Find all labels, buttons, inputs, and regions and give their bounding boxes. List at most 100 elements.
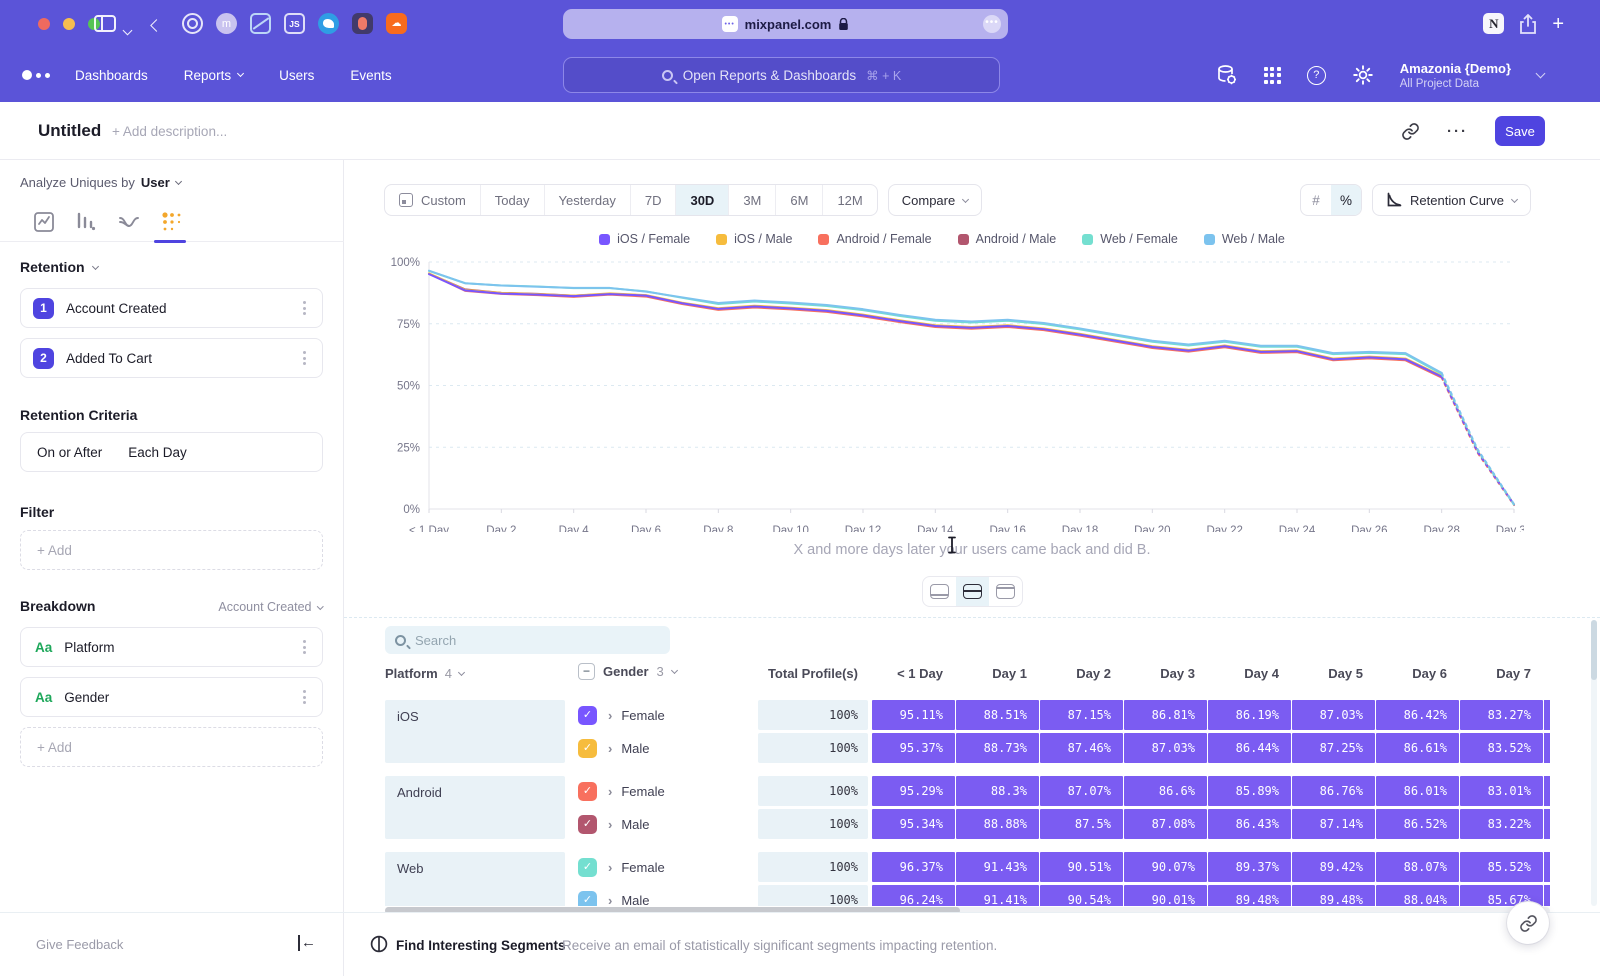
retention-value-cell[interactable]: 95.34% [872, 809, 955, 839]
table-search[interactable]: Search [385, 626, 670, 654]
format-absolute[interactable]: # [1301, 185, 1331, 215]
nav-users[interactable]: Users [279, 68, 314, 83]
retention-value-cell[interactable]: 86.42% [1376, 700, 1459, 730]
retention-step-card-1[interactable]: 1 Account Created [20, 288, 323, 328]
gender-checkbox[interactable]: ✓ [578, 706, 597, 725]
format-percent[interactable]: % [1331, 185, 1361, 215]
retention-value-cell[interactable]: 88.3% [956, 776, 1039, 806]
range-3m[interactable]: 3M [728, 185, 775, 215]
retention-value-cell[interactable]: 96.24% [872, 885, 955, 906]
range-yesterday[interactable]: Yesterday [544, 185, 630, 215]
collapse-sidebar-icon[interactable]: ← [298, 935, 316, 951]
range-custom[interactable]: Custom [385, 185, 480, 215]
gender-cell[interactable]: ✓›Female [578, 776, 748, 806]
indeterminate-checkbox[interactable]: − [578, 663, 595, 680]
retention-value-cell[interactable]: 91.41% [956, 885, 1039, 906]
retention-value-cell[interactable]: 83.52% [1460, 733, 1543, 763]
chart-caption[interactable]: X and more days later your users came ba… [344, 542, 1600, 558]
extension-cube-icon[interactable] [250, 13, 271, 34]
browser-sidebar-icon[interactable] [94, 15, 116, 32]
chart-type-button[interactable]: Retention Curve [1372, 184, 1531, 216]
column-platform[interactable]: Platform 4 [385, 666, 464, 681]
column-day-6[interactable]: Day 6 [1376, 666, 1459, 681]
close-window-button[interactable] [38, 18, 50, 30]
minimize-window-button[interactable] [63, 18, 75, 30]
retention-value-cell[interactable]: 86.52% [1376, 809, 1459, 839]
range-12m[interactable]: 12M [822, 185, 876, 215]
retention-value-cell[interactable]: 88.88% [956, 809, 1039, 839]
retention-value-cell[interactable]: 95.11% [872, 700, 955, 730]
extension-m-icon[interactable]: m [216, 13, 237, 34]
retention-value-cell[interactable]: 86.61% [1376, 733, 1459, 763]
extension-target-icon[interactable] [182, 13, 203, 34]
notion-extension-icon[interactable]: N [1483, 13, 1504, 34]
retention-value-cell[interactable]: 86.01% [1376, 776, 1459, 806]
retention-value-cell[interactable]: 87.14% [1292, 809, 1375, 839]
retention-value-cell[interactable]: 89.48% [1208, 885, 1291, 906]
breakdown-card-platform[interactable]: Aa Platform [20, 627, 323, 667]
retention-value-cell[interactable]: 86.19% [1208, 700, 1291, 730]
report-title[interactable]: Untitled [38, 121, 101, 141]
retention-value-cell[interactable]: 88.51% [956, 700, 1039, 730]
expand-chevron-icon[interactable]: › [608, 893, 612, 907]
range-30d[interactable]: 30D [675, 185, 728, 215]
new-tab-icon[interactable]: + [1552, 14, 1564, 34]
range-6m[interactable]: 6M [775, 185, 822, 215]
legend-item[interactable]: Web / Female [1082, 232, 1178, 246]
extension-password-icon[interactable] [352, 13, 373, 34]
apps-grid-icon[interactable] [1264, 67, 1281, 84]
save-button[interactable]: Save [1495, 116, 1545, 146]
tab-insights-icon[interactable] [32, 210, 56, 234]
extension-soundcloud-icon[interactable]: ☁ [386, 13, 407, 34]
retention-value-cell[interactable]: 88.04% [1376, 885, 1459, 906]
retention-value-cell[interactable]: 87.46% [1040, 733, 1123, 763]
retention-value-cell[interactable]: 86.43% [1208, 809, 1291, 839]
legend-item[interactable]: iOS / Male [716, 232, 792, 246]
retention-value-cell[interactable]: 90.01% [1124, 885, 1207, 906]
retention-value-cell[interactable]: 86.81% [1124, 700, 1207, 730]
back-icon[interactable] [152, 17, 161, 35]
column-day-7[interactable]: Day 7 [1460, 666, 1543, 681]
copy-link-icon[interactable] [1401, 122, 1420, 141]
range-7d[interactable]: 7D [630, 185, 676, 215]
column-day-5[interactable]: Day 5 [1292, 666, 1375, 681]
expand-chevron-icon[interactable]: › [608, 708, 612, 723]
layout-split-button[interactable] [956, 577, 989, 606]
mixpanel-logo[interactable] [22, 70, 50, 80]
vertical-scrollbar[interactable] [1591, 620, 1597, 906]
layout-chart-only-button[interactable] [923, 577, 956, 606]
global-search[interactable]: Open Reports & Dashboards ⌘ + K [563, 57, 1000, 93]
nav-dashboards[interactable]: Dashboards [75, 68, 148, 83]
column-day-2[interactable]: Day 2 [1040, 666, 1123, 681]
retention-value-cell[interactable]: 83.27% [1460, 700, 1543, 730]
gender-cell[interactable]: ✓›Female [578, 852, 748, 882]
retention-line-chart[interactable]: 0%25%50%75%100%< 1 DayDay 2Day 4Day 6Day… [384, 250, 1524, 532]
account-switcher[interactable]: Amazonia {Demo} All Project Data [1400, 61, 1511, 90]
retention-value-cell[interactable]: 83.22% [1460, 809, 1543, 839]
chevron-down-icon[interactable] [124, 21, 131, 39]
retention-value-cell[interactable]: 90.07% [1124, 852, 1207, 882]
extension-js-icon[interactable]: JS [284, 13, 305, 34]
retention-value-cell[interactable]: 87.03% [1292, 700, 1375, 730]
expand-chevron-icon[interactable]: › [608, 741, 612, 756]
help-icon[interactable]: ? [1307, 66, 1326, 85]
kebab-menu-icon[interactable] [299, 686, 310, 708]
column-day-4[interactable]: Day 4 [1208, 666, 1291, 681]
retention-section-heading[interactable]: Retention [20, 259, 98, 275]
gender-cell[interactable]: ✓›Male [578, 733, 748, 763]
tab-funnels-icon[interactable] [74, 210, 98, 234]
give-feedback-link[interactable]: Give Feedback [36, 937, 123, 952]
gender-checkbox[interactable]: ✓ [578, 815, 597, 834]
retention-value-cell[interactable]: 83.01% [1460, 776, 1543, 806]
retention-step-card-2[interactable]: 2 Added To Cart [20, 338, 323, 378]
retention-value-cell[interactable]: 89.37% [1208, 852, 1291, 882]
retention-value-cell[interactable]: 87.03% [1124, 733, 1207, 763]
gender-cell[interactable]: ✓›Female [578, 700, 748, 730]
site-settings-icon[interactable]: ••• [983, 15, 1001, 33]
retention-value-cell[interactable]: 89.42% [1292, 852, 1375, 882]
retention-value-cell[interactable]: 89.48% [1292, 885, 1375, 906]
kebab-menu-icon[interactable] [299, 297, 310, 319]
gender-checkbox[interactable]: ✓ [578, 858, 597, 877]
analyze-uniques-row[interactable]: Analyze Uniques by User [20, 175, 181, 190]
retention-value-cell[interactable]: 90.54% [1040, 885, 1123, 906]
